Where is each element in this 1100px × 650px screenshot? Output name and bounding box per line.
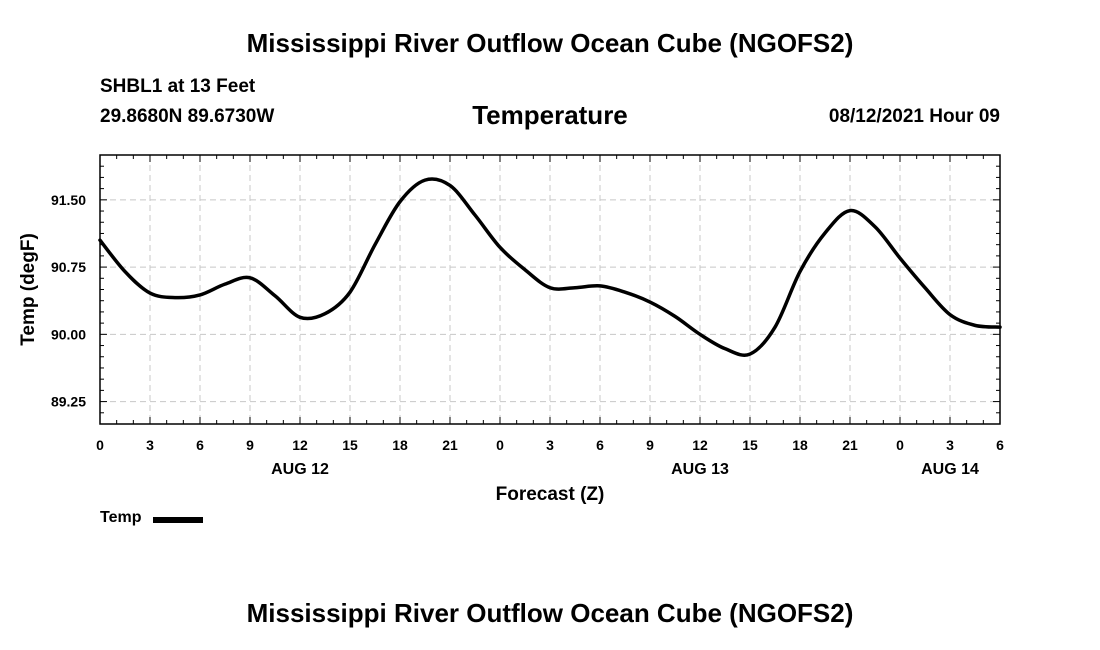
x-tick-label: 21 [842,437,858,453]
x-tick-label: 9 [246,437,254,453]
x-axis-title: Forecast (Z) [496,484,605,505]
x-tick-label: 6 [996,437,1004,453]
series-line-temp [98,177,1002,357]
x-tick-label: 0 [96,437,104,453]
x-date-label: AUG 12 [271,461,329,478]
x-tick-label: 12 [292,437,308,453]
x-tick-label: 0 [496,437,504,453]
x-tick-label: 18 [392,437,408,453]
station-coordinates: 29.8680N 89.6730W [100,106,275,127]
footer-title: Mississippi River Outflow Ocean Cube (NG… [246,598,854,628]
x-tick-label: 0 [896,437,904,453]
legend-label: Temp [100,509,142,526]
x-tick-label: 3 [546,437,554,453]
legend-swatch [153,516,204,523]
y-tick-label: 90.75 [51,259,86,275]
x-date-label: AUG 14 [921,461,979,478]
x-tick-label: 6 [196,437,204,453]
x-tick-label: 15 [342,437,358,453]
x-tick-label: 3 [146,437,154,453]
chart-title: Mississippi River Outflow Ocean Cube (NG… [246,28,854,58]
x-tick-label: 3 [946,437,954,453]
x-tick-label: 9 [646,437,654,453]
y-tick-label: 90.00 [51,326,86,342]
y-axis-title: Temp (degF) [18,233,39,346]
x-tick-label: 18 [792,437,808,453]
x-tick-label: 12 [692,437,708,453]
x-tick-label: 6 [596,437,604,453]
y-tick-label: 91.50 [51,192,86,208]
x-tick-label: 21 [442,437,458,453]
forecast-datetime: 08/12/2021 Hour 09 [828,106,1000,127]
legend: Temp [100,509,204,527]
y-tick-label: 89.25 [51,394,86,410]
station-label: SHBL1 at 13 Feet [100,76,256,97]
x-tick-label: 15 [742,437,758,453]
variable-title: Temperature [472,100,628,130]
x-date-label: AUG 13 [671,461,729,478]
